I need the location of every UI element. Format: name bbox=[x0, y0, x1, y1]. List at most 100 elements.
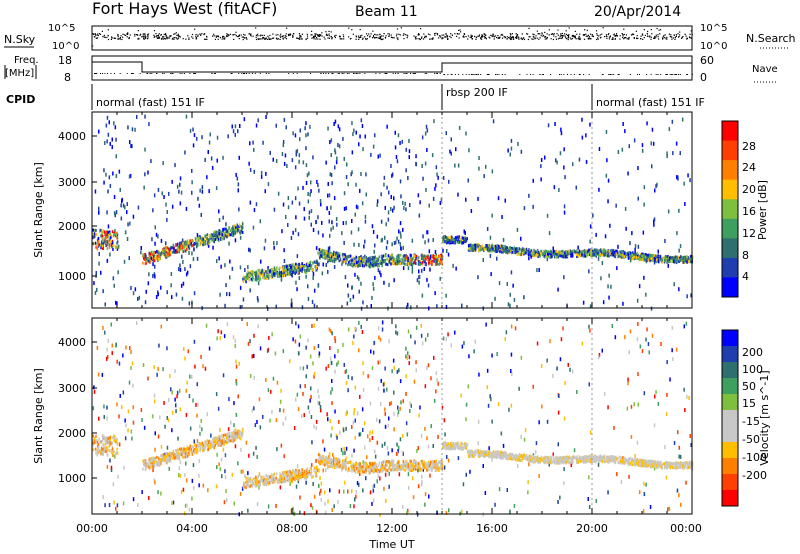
echo-cell bbox=[340, 447, 343, 452]
echo-cell bbox=[166, 290, 168, 295]
band-cell bbox=[287, 267, 290, 271]
echo-cell bbox=[252, 451, 255, 456]
nave-dot bbox=[241, 73, 243, 74]
echo-cell bbox=[494, 502, 496, 507]
band-cell bbox=[431, 254, 433, 258]
band-cell bbox=[371, 264, 374, 268]
noise-dot bbox=[583, 38, 586, 40]
noise-dot bbox=[266, 38, 268, 40]
band-cell bbox=[598, 251, 601, 255]
noise-dot bbox=[515, 35, 518, 37]
echo-cell bbox=[538, 268, 540, 272]
echo-cell bbox=[597, 256, 600, 261]
band-cell bbox=[386, 263, 389, 267]
band-cell bbox=[476, 244, 479, 248]
nave-dot bbox=[602, 74, 604, 75]
echo-cell bbox=[467, 384, 469, 389]
noise-dot bbox=[372, 35, 375, 37]
noise-dot bbox=[242, 39, 244, 41]
nave-dot bbox=[426, 73, 428, 74]
echo-cell bbox=[352, 420, 354, 425]
band-cell bbox=[314, 265, 317, 269]
band-cell bbox=[397, 257, 399, 261]
band-cell bbox=[176, 250, 178, 254]
echo-cell bbox=[494, 296, 496, 301]
noise-dot bbox=[232, 34, 234, 36]
echo-cell bbox=[132, 383, 134, 388]
noise-dot bbox=[418, 33, 420, 35]
noise-dot bbox=[139, 34, 141, 36]
band-cell bbox=[296, 263, 299, 267]
echo-cell bbox=[397, 445, 400, 450]
echo-cell bbox=[123, 465, 125, 470]
echo-cell bbox=[362, 361, 364, 366]
nave-dot bbox=[405, 73, 407, 74]
echo-cell bbox=[130, 429, 133, 434]
noise-dot bbox=[177, 35, 179, 37]
echo-cell bbox=[465, 131, 467, 136]
noise-dot bbox=[616, 33, 618, 35]
noise-dot bbox=[359, 35, 362, 37]
band-cell bbox=[454, 236, 457, 240]
nave-dot bbox=[583, 74, 585, 75]
noise-dot bbox=[368, 33, 370, 35]
echo-cell bbox=[243, 117, 246, 122]
echo-cell bbox=[411, 269, 414, 274]
echo-cell bbox=[98, 261, 100, 266]
echo-cell bbox=[228, 241, 230, 246]
echo-cell bbox=[370, 152, 372, 157]
noise-dot bbox=[144, 34, 146, 36]
noise-dot bbox=[480, 35, 483, 38]
noise-dot bbox=[314, 35, 316, 37]
echo-cell bbox=[538, 474, 540, 478]
nave-dot bbox=[470, 74, 472, 75]
noise-dot bbox=[548, 29, 550, 31]
noise-dot bbox=[323, 36, 325, 38]
noise-dot bbox=[619, 38, 621, 40]
band-cell bbox=[168, 252, 170, 256]
nave-dots bbox=[94, 73, 693, 75]
band-cell bbox=[104, 239, 106, 243]
band-cell bbox=[219, 229, 222, 233]
noise-dot bbox=[257, 38, 259, 40]
band-cell bbox=[236, 223, 238, 227]
band-cell bbox=[388, 260, 391, 264]
band-cell bbox=[536, 249, 538, 253]
band-cell bbox=[573, 249, 576, 253]
echo-cell bbox=[362, 300, 364, 305]
band-cell bbox=[340, 260, 343, 264]
band-cell bbox=[227, 234, 230, 238]
noise-dot bbox=[113, 37, 115, 39]
echo-cell bbox=[231, 266, 234, 271]
band-cell bbox=[245, 280, 247, 284]
nave-dot bbox=[629, 74, 631, 75]
band-cell bbox=[505, 246, 508, 250]
band-cell bbox=[590, 254, 592, 258]
noise-dot bbox=[482, 35, 484, 37]
noise-dot bbox=[606, 37, 608, 40]
echo-cell bbox=[313, 374, 315, 379]
echo-cell bbox=[433, 119, 435, 124]
nave-dot bbox=[526, 74, 528, 75]
noise-dot bbox=[243, 37, 245, 39]
echo-cell bbox=[313, 371, 316, 376]
band-cell bbox=[345, 258, 347, 262]
band-cell bbox=[165, 248, 167, 252]
band-cell bbox=[644, 255, 647, 259]
noise-dot bbox=[226, 35, 228, 38]
band-cell bbox=[144, 255, 147, 259]
noise-dot bbox=[182, 38, 184, 40]
noise-dot bbox=[649, 35, 651, 37]
band-cell bbox=[407, 262, 409, 266]
echo-cell bbox=[560, 131, 563, 136]
band-cell bbox=[316, 263, 319, 266]
echo-cell bbox=[355, 204, 358, 209]
echo-cell bbox=[408, 149, 411, 154]
noise-dot bbox=[145, 36, 147, 38]
band-cell bbox=[465, 239, 468, 242]
band-cell bbox=[295, 269, 297, 273]
echo-cell bbox=[335, 160, 338, 165]
echo-cell bbox=[297, 186, 299, 191]
band-cell bbox=[116, 247, 119, 251]
noise-dot bbox=[515, 33, 517, 35]
